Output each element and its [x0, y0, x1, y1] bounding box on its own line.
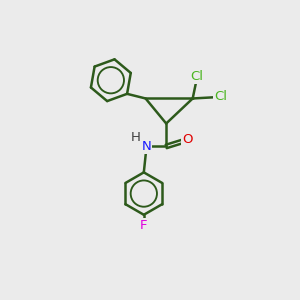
Text: H: H: [131, 130, 141, 143]
Text: O: O: [182, 134, 193, 146]
Text: Cl: Cl: [190, 70, 204, 83]
Text: F: F: [140, 220, 148, 232]
Text: N: N: [141, 140, 151, 153]
Text: Cl: Cl: [214, 91, 227, 103]
